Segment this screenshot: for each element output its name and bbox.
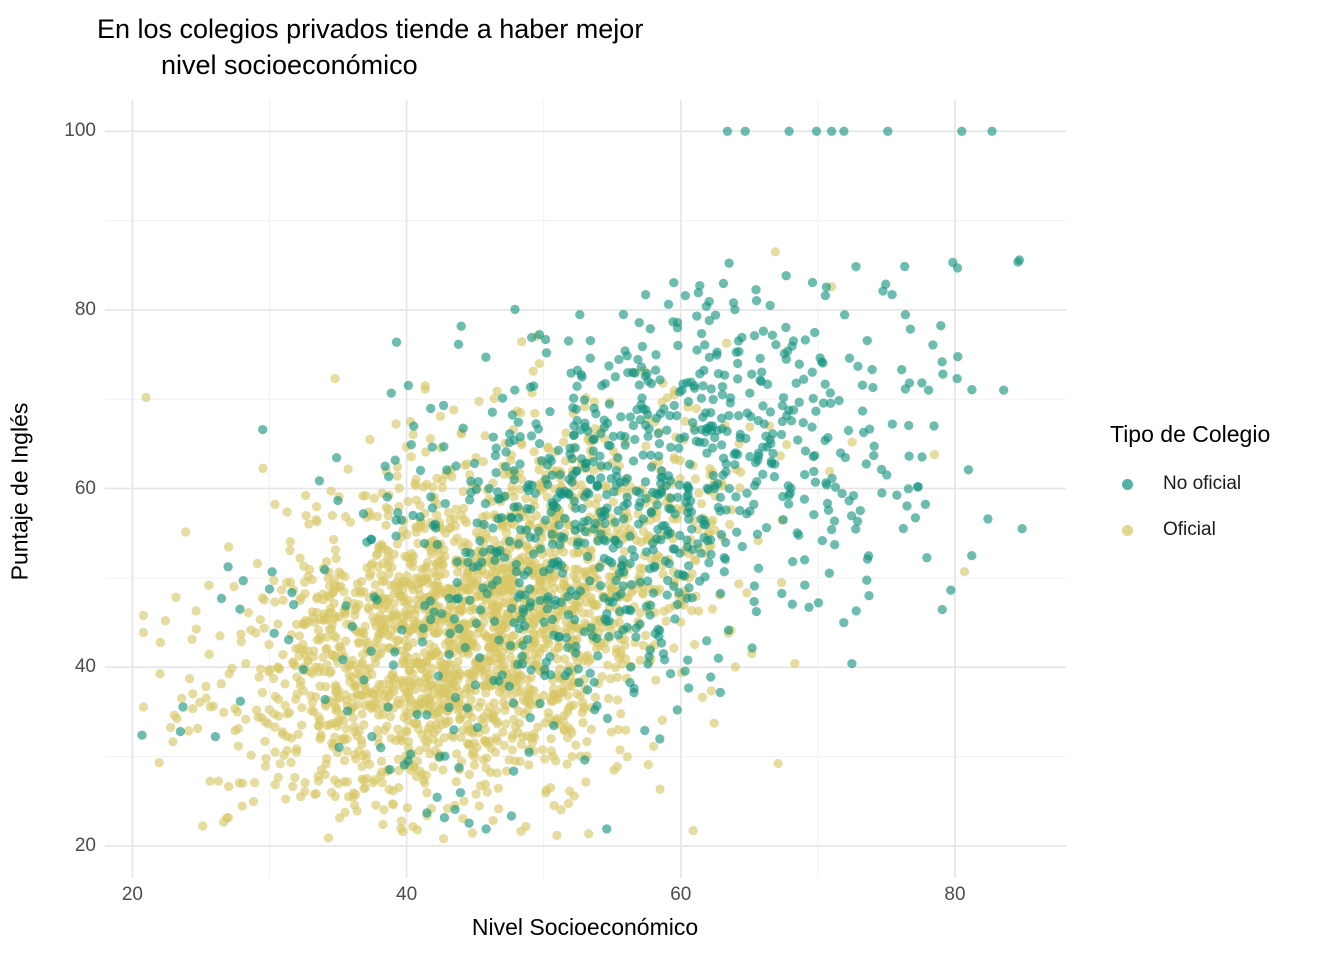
y-tick-label: 60	[74, 477, 96, 499]
oficial-dot-icon	[1122, 524, 1133, 536]
x-axis-title: Nivel Socioeconómico	[471, 914, 699, 940]
y-axis-title: Puntaje de Inglés	[6, 402, 33, 581]
x-tick-label: 40	[396, 884, 418, 905]
legend-item-label: No oficial	[1163, 473, 1242, 494]
y-tick-label: 20	[74, 834, 96, 856]
chart-title-line2: nivel socioeconómico	[161, 50, 418, 80]
no-oficial-points	[137, 126, 1027, 834]
legend-item-label: Oficial	[1163, 519, 1216, 540]
x-tick-label: 80	[944, 884, 966, 905]
y-tick-label: 100	[64, 120, 96, 142]
x-tick-label: 60	[670, 884, 692, 905]
legend-item-oficial: Oficial	[1122, 518, 1270, 542]
y-tick-label: 80	[74, 298, 96, 320]
legend-item-no-oficial: No oficial	[1122, 472, 1270, 496]
legend: Tipo de Colegio No oficial Oficial	[1108, 421, 1270, 564]
x-tick-label: 20	[121, 884, 143, 905]
y-tick-label: 40	[74, 656, 96, 678]
no-oficial-dot-icon	[1122, 478, 1133, 490]
chart-title-line1: En los colegios privados tiende a haber …	[97, 14, 644, 44]
legend-title: Tipo de Colegio	[1110, 421, 1271, 447]
